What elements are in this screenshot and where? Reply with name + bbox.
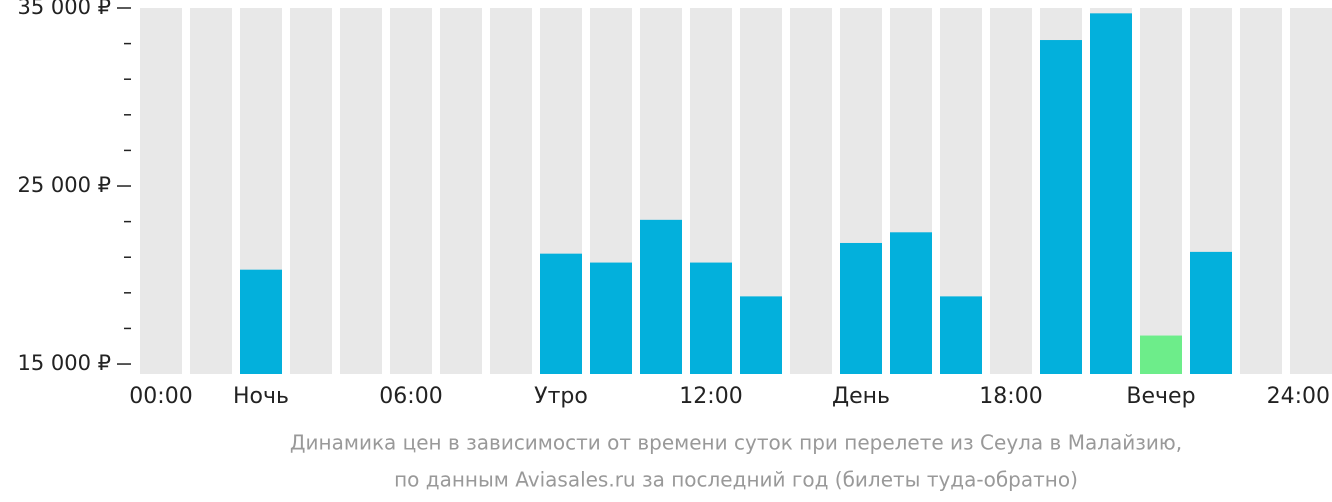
x-tick-label: 00:00 xyxy=(129,384,192,409)
column-background xyxy=(390,8,432,374)
bar xyxy=(1090,13,1132,375)
column-background xyxy=(440,8,482,374)
bar xyxy=(1190,251,1232,374)
caption: Динамика цен в зависимости от времени су… xyxy=(290,431,1182,455)
bar xyxy=(1040,40,1082,375)
column-background xyxy=(790,8,832,374)
y-tick-label: 25 000 ₽ xyxy=(17,173,111,197)
column-background xyxy=(290,8,332,374)
bar xyxy=(690,262,732,374)
column-background xyxy=(140,8,182,374)
bar xyxy=(640,219,682,374)
column-background xyxy=(1240,8,1282,374)
column-background xyxy=(1140,8,1182,374)
bar xyxy=(590,262,632,374)
x-tick-label: Вечер xyxy=(1126,384,1195,409)
column-background xyxy=(1290,8,1332,374)
caption: по данным Aviasales.ru за последний год … xyxy=(394,468,1078,492)
x-tick-label: 24:00 xyxy=(1267,384,1330,409)
x-tick-label: День xyxy=(832,384,890,409)
x-tick-label: 18:00 xyxy=(979,384,1042,409)
bar xyxy=(1140,335,1182,374)
bar xyxy=(890,232,932,374)
x-tick-label: Ночь xyxy=(233,384,289,409)
column-background xyxy=(340,8,382,374)
column-background xyxy=(190,8,232,374)
bar xyxy=(240,269,282,374)
column-background xyxy=(990,8,1032,374)
column-background xyxy=(490,8,532,374)
bar xyxy=(540,253,582,374)
x-tick-label: 06:00 xyxy=(379,384,442,409)
bar xyxy=(740,296,782,374)
bar xyxy=(940,296,982,374)
y-tick-label: 35 000 ₽ xyxy=(17,0,111,19)
x-tick-label: 12:00 xyxy=(679,384,742,409)
x-tick-label: Утро xyxy=(534,384,588,409)
bar xyxy=(840,242,882,374)
y-tick-label: 15 000 ₽ xyxy=(17,351,111,375)
